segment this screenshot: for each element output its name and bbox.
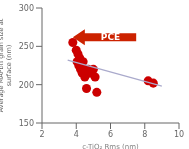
svg-text:c-TiO₂ Rms (nm): c-TiO₂ Rms (nm) <box>82 143 139 149</box>
svg-text:300: 300 <box>19 4 34 13</box>
svg-text:10: 10 <box>174 130 181 139</box>
svg-text:Average MAPbI₃ grain size atsu: Average MAPbI₃ grain size atsurface (nm) <box>8 18 13 112</box>
svg-text:PCE: PCE <box>101 32 120 42</box>
svg-text:150: 150 <box>19 119 34 128</box>
svg-text:250: 250 <box>19 42 34 51</box>
svg-text:4: 4 <box>74 130 79 139</box>
svg-text:2: 2 <box>39 130 44 139</box>
svg-text:6: 6 <box>108 130 113 139</box>
svg-text:200: 200 <box>19 81 34 90</box>
svg-text:8: 8 <box>142 130 147 139</box>
